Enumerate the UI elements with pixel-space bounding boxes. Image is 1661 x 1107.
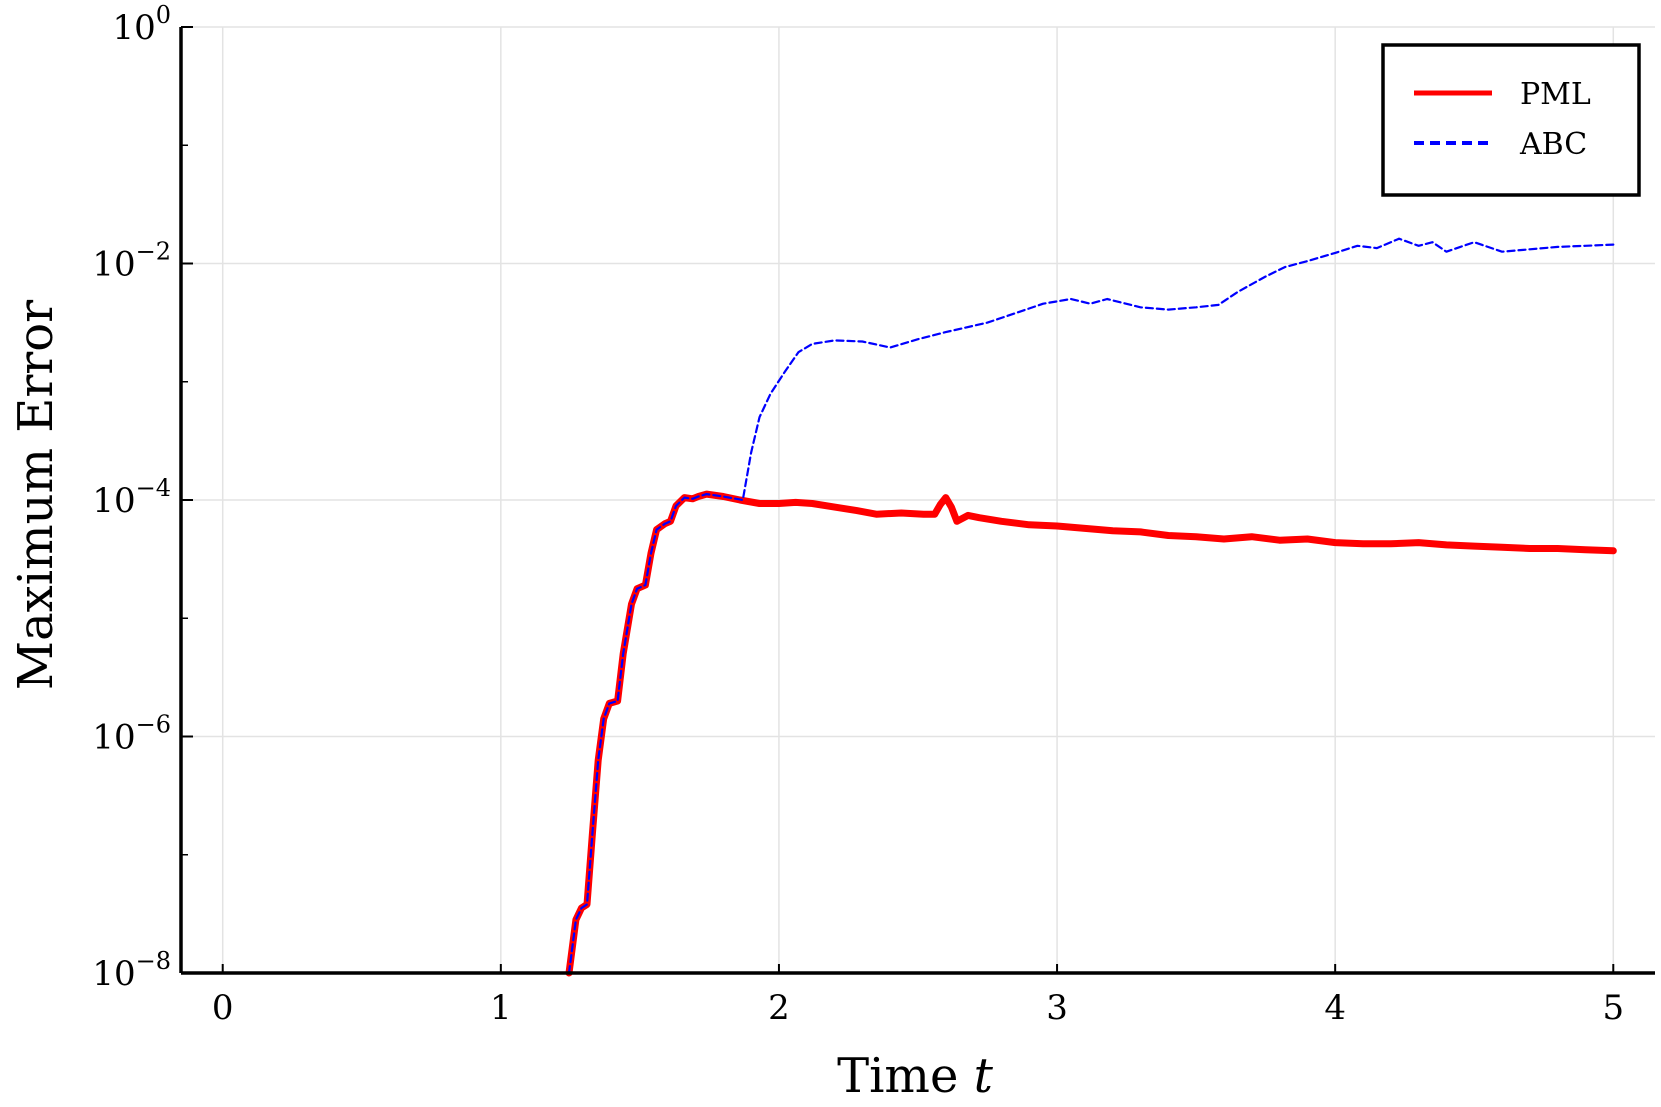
tick-labels: 0 1 2 3 4 5 100 10−2 10−4 10−6 10−8	[92, 1, 1624, 1028]
series-line-abc	[567, 237, 1615, 975]
x-tick-label: 3	[1046, 988, 1068, 1028]
y-axis-title: Maximum Error	[8, 300, 64, 690]
x-tick-label: 5	[1602, 988, 1624, 1028]
legend-label-abc: ABC	[1519, 127, 1587, 162]
legend-box	[1381, 43, 1641, 197]
x-tick-label: 4	[1324, 988, 1346, 1028]
y-tick-label: 10−4	[92, 474, 171, 521]
series-layer	[565, 237, 1617, 977]
x-axis-title: Time t	[837, 1048, 994, 1104]
x-tick-label: 1	[490, 988, 512, 1028]
y-tick-label: 10−6	[92, 711, 171, 758]
y-tick-label: 100	[112, 1, 171, 48]
legend-label-pml: PML	[1520, 77, 1591, 112]
y-tick-label: 10−8	[92, 947, 171, 994]
legend: PML ABC	[1381, 43, 1641, 197]
series-line-pml	[565, 490, 1617, 977]
x-tick-label: 0	[212, 988, 234, 1028]
axes	[179, 26, 1655, 975]
y-tick-label: 10−2	[92, 238, 171, 285]
x-tick-label: 2	[768, 988, 790, 1028]
